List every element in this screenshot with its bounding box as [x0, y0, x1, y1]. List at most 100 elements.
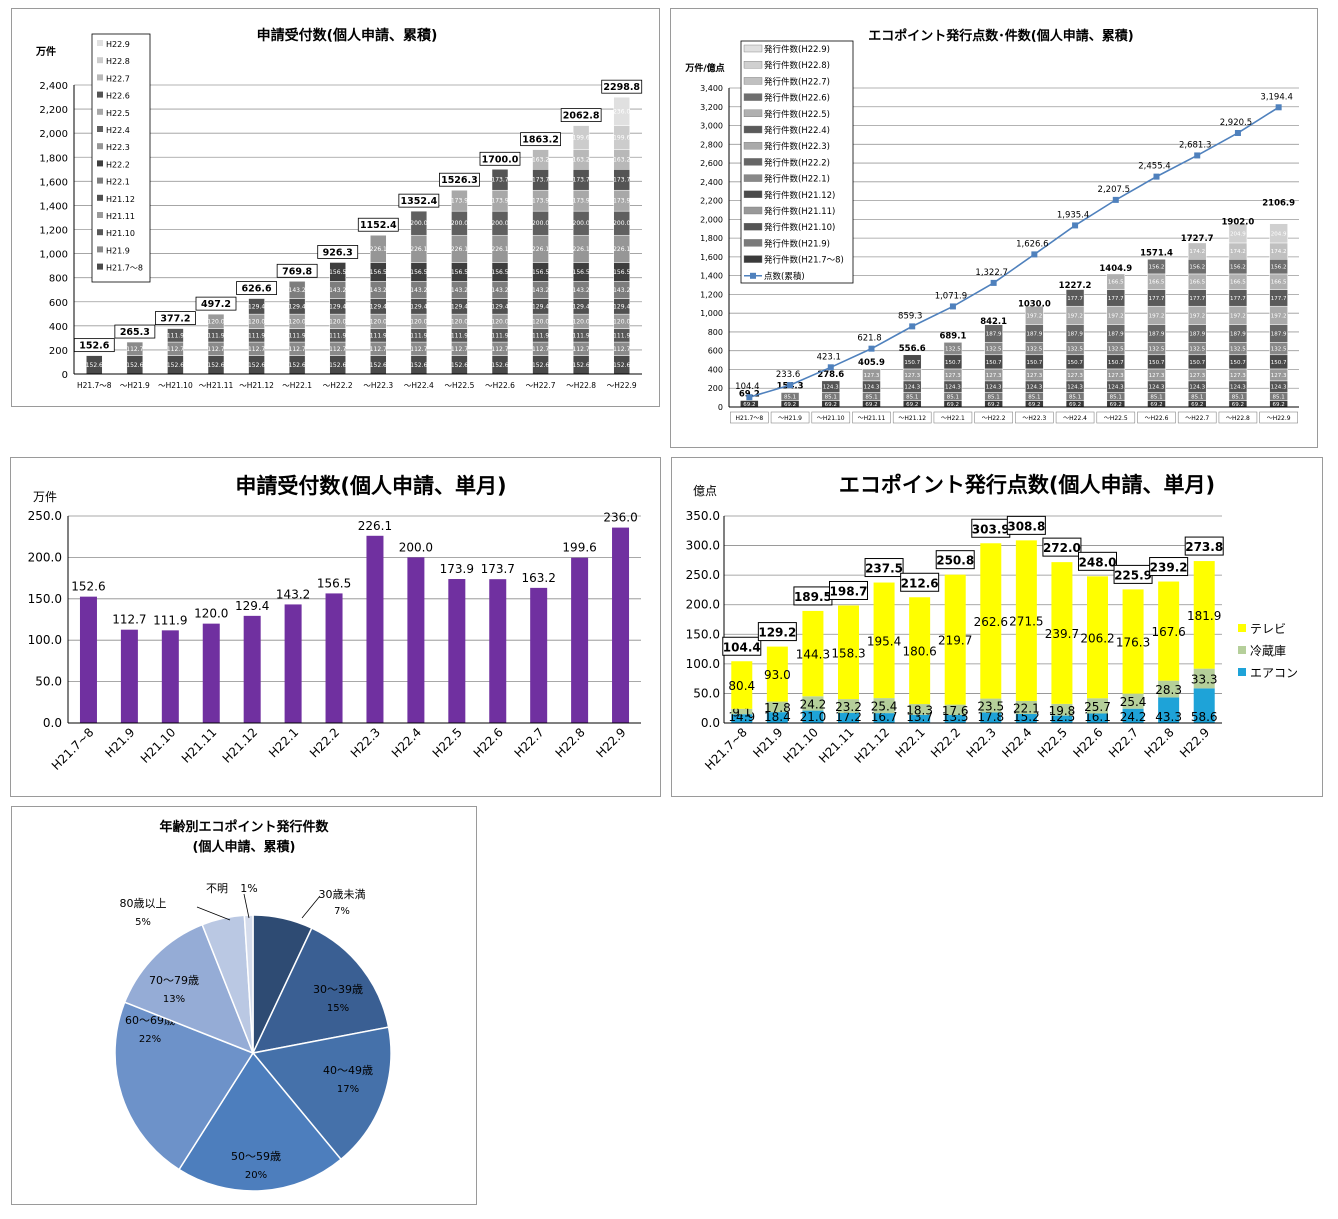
segment-label: 120.0 [370, 318, 387, 325]
legend-label: H21.11 [106, 212, 135, 221]
segment-label: 120.0 [289, 318, 306, 325]
segment-label: 127.3 [1108, 373, 1124, 379]
x-tick-label: H22.1 [266, 725, 301, 760]
segment-label: 200.0 [410, 220, 427, 227]
segment-label: 166.5 [1108, 280, 1124, 286]
segment-label: 173.9 [532, 198, 549, 205]
x-tick-box [730, 411, 769, 424]
x-tick-label: ～H22.4 [404, 381, 434, 390]
x-tick-label: H21.11 [816, 725, 857, 766]
x-tick-label: ～H22.3 [1022, 415, 1046, 422]
y-tick-label: 50.0 [693, 686, 720, 700]
bar-segment [984, 324, 1003, 343]
segment-label: 187.9 [1108, 332, 1124, 338]
total-label: 1152.4 [360, 220, 397, 231]
x-tick-label: ～H22.1 [282, 381, 312, 390]
line-point [1234, 129, 1241, 136]
segment-label: 112.7 [613, 346, 630, 353]
total-label: 278.6 [817, 370, 844, 380]
y-axis-label: 億点 [693, 484, 717, 498]
segment-label: 166.5 [1271, 280, 1287, 286]
slice-percent: 7% [334, 906, 350, 917]
y-tick-label: 200.0 [686, 598, 720, 612]
y-tick-label: 50.0 [35, 675, 62, 689]
segment-label: 132.5 [1230, 347, 1246, 353]
segment-label: 127.3 [986, 373, 1002, 379]
line-point-label: 2,681.3 [1179, 140, 1211, 150]
segment-label: 173.9 [451, 198, 468, 205]
bar-segment [943, 342, 963, 356]
bar-segment [370, 234, 387, 263]
segment-label: 120.0 [248, 318, 265, 325]
line-series [749, 106, 1280, 398]
total-label: 689.1 [939, 331, 966, 341]
total-label-box [757, 622, 797, 642]
y-tick-label: 2,200 [39, 105, 68, 116]
segment-label: 226.1 [491, 246, 508, 253]
segment-label: 85.1 [1191, 395, 1203, 401]
y-tick-label: 1,600 [39, 177, 68, 188]
y-tick-label: 150.0 [28, 592, 62, 606]
bar-segment [1193, 688, 1215, 723]
bar [448, 579, 466, 723]
legend-swatch [743, 206, 763, 215]
bar-segment [1122, 708, 1144, 723]
y-tick-label: 600 [49, 298, 68, 309]
segment-label: 127.3 [1067, 373, 1083, 379]
bar-segment [126, 341, 144, 356]
x-tick-label: ～H22.9 [607, 381, 637, 390]
total-label: 2062.8 [563, 111, 600, 122]
total-label-box [276, 263, 318, 278]
cum-applications-chart: 申請受付数(個人申請、累積) 万件 0 200 400 600 800 1,000 1,200 1… [35, 27, 643, 390]
legend-swatch [743, 158, 763, 166]
segment-label: 127.3 [1189, 373, 1205, 379]
y-axis-label: 万件 [35, 45, 56, 58]
segment-label: 143.2 [410, 287, 427, 294]
segment-label: 197.2 [1067, 313, 1083, 319]
x-tick-label: H22.8 [1142, 725, 1177, 760]
legend-swatch [97, 74, 103, 81]
monthly-ecopoints-panel: エコポイント発行点数(個人申請、単月) 億点 0.0 50.0 100.0 150.0 20… [671, 457, 1323, 797]
monthly-applications-panel: 申請受付数(個人申請、単月) 万件 0.0 50.0 100.0 150.0 200.0 25… [10, 457, 661, 797]
segment-label: 33.3 [1191, 672, 1218, 686]
y-tick-label: 150.0 [686, 627, 720, 641]
legend-label: 発行件数(H21.11) [764, 206, 835, 217]
total-label: 1571.4 [1140, 249, 1173, 259]
y-tick-label: 2,400 [700, 178, 723, 187]
segment-label: 69.2 [1273, 402, 1285, 408]
segment-label: 226.1 [532, 246, 549, 253]
x-tick-label: ～H21.9 [120, 381, 150, 390]
bar-segment [902, 354, 922, 370]
segment-label: 111.9 [410, 332, 427, 339]
data-label: 111.9 [153, 613, 187, 627]
y-axis-label: 万件 [33, 490, 57, 504]
line-point [868, 345, 875, 352]
slice-label: 70～79歳 [149, 974, 199, 987]
slice-label: 50～59歳 [231, 1150, 281, 1163]
x-tick-label: H22.3 [964, 725, 999, 760]
data-label: 163.2 [521, 571, 555, 585]
line-point-label: 621.8 [857, 334, 881, 344]
bar-segment [288, 281, 306, 299]
segment-label: 187.9 [1271, 332, 1287, 338]
total-label-box [722, 636, 762, 656]
x-tick-label: H21.11 [179, 725, 220, 766]
line-point [909, 323, 916, 330]
total-label-box [73, 338, 115, 353]
line-point [827, 364, 834, 371]
data-label: 120.0 [194, 607, 228, 621]
slice-percent: 13% [163, 994, 185, 1005]
bar-segment [1051, 715, 1073, 723]
legend-swatch [743, 77, 763, 85]
segment-label: 23.2 [835, 700, 862, 714]
line-point [746, 394, 753, 401]
legend-swatch [743, 44, 763, 53]
y-tick-label: 2,000 [700, 215, 723, 224]
total-label-box [1042, 537, 1082, 557]
slice-percent: 22% [139, 1034, 161, 1045]
legend-swatch [97, 143, 103, 150]
total-label: 1863.2 [522, 135, 559, 146]
x-tick-label: ～H21.12 [239, 381, 274, 390]
bar-segment [980, 543, 1002, 699]
segment-label: 120.0 [532, 318, 549, 325]
